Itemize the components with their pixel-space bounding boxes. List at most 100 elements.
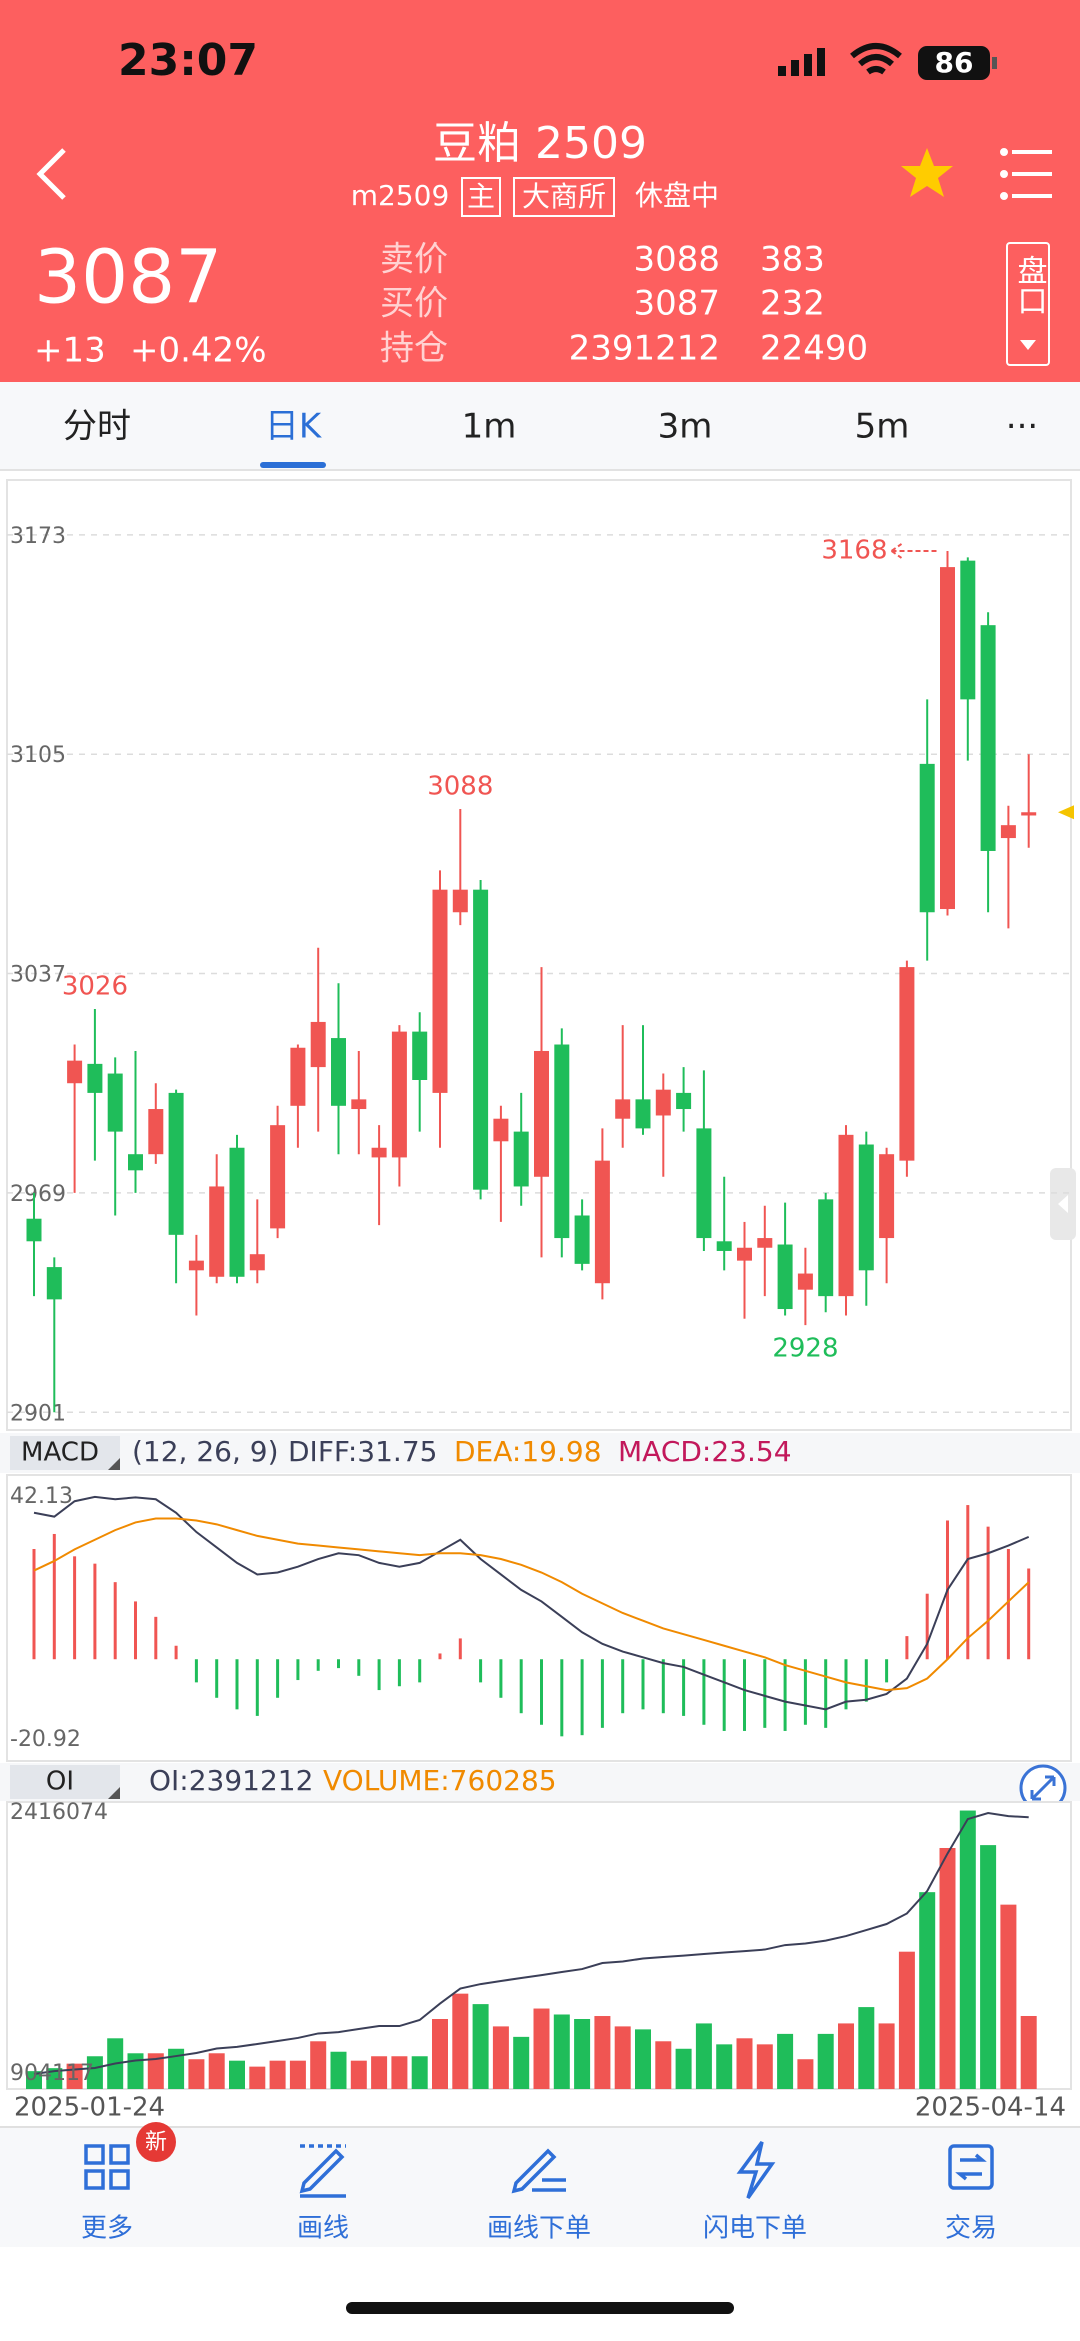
volume-bar (817, 2033, 834, 2089)
tag: 大商所 (522, 180, 606, 213)
macd-bar (337, 1659, 340, 1669)
macd-bar (925, 1593, 929, 1660)
candle-body (107, 1073, 123, 1132)
candle-body (452, 889, 468, 913)
battery (918, 46, 990, 80)
nav-label[interactable]: 画线 (297, 2214, 349, 2244)
nav-label[interactable]: 交易 (945, 2214, 997, 2244)
nav-label[interactable]: 闪电下单 (703, 2214, 807, 2244)
candle-body (270, 1125, 286, 1229)
battery-tip (992, 57, 997, 69)
macd-bar (702, 1659, 706, 1725)
quote-table: 卖价 3088 383 买价 3087 232 持仓 2391212 22490 (380, 240, 868, 369)
side-handle-arrow (1058, 1195, 1068, 1213)
candle-body (290, 1047, 306, 1106)
nav-label[interactable]: 画线下单 (487, 2214, 591, 2244)
contract-code: m2509 (351, 179, 450, 212)
macd-bar (864, 1659, 868, 1702)
tab[interactable]: 1m (462, 407, 517, 447)
nav-icon[interactable] (511, 2148, 566, 2194)
legend-entry: DIFF:31.75 (288, 1435, 437, 1468)
tab-indicator (260, 462, 326, 468)
nav-icon[interactable] (736, 2140, 776, 2200)
last-price: 3087 (34, 235, 222, 321)
title: 豆粕 2509 (433, 118, 647, 169)
x-tick-label: 2025-01-24 (14, 2093, 165, 2123)
candle-body (46, 1267, 62, 1300)
quote-label: 卖价 (380, 240, 448, 280)
volume-bar (168, 2048, 185, 2089)
extreme-pointer (890, 543, 940, 559)
nav-icon[interactable] (84, 2144, 130, 2190)
tab[interactable]: 分时 (63, 407, 131, 447)
candle-body (594, 1160, 610, 1284)
macd-bar (540, 1659, 543, 1725)
macd-bar (458, 1638, 462, 1660)
menu-icon[interactable] (1000, 148, 1052, 200)
legend-entry: OI:2391212 (149, 1764, 313, 1797)
nav-icon[interactable] (948, 2144, 994, 2190)
macd-bar (803, 1659, 807, 1725)
last-price-marker (1058, 805, 1074, 820)
macd-bar (560, 1659, 564, 1737)
candle-body (940, 567, 955, 910)
quote-volume: 232 (760, 284, 825, 324)
candle-body (67, 1060, 83, 1084)
macd-bar (194, 1659, 198, 1683)
candle-body (1000, 825, 1016, 839)
macd-bar (397, 1659, 401, 1687)
macd-bar (32, 1549, 36, 1660)
macd-bar (986, 1526, 990, 1660)
back-button[interactable] (36, 148, 66, 200)
oi-line (33, 1811, 1029, 2075)
macd-bar (682, 1659, 686, 1716)
candle-body (391, 1031, 407, 1158)
y-tick-label: 42.13 (10, 1484, 73, 1509)
side-button-label[interactable]: 盘口 (1012, 255, 1047, 315)
candle-body (87, 1063, 103, 1093)
candle-body (371, 1147, 387, 1158)
tab[interactable]: 日K (265, 407, 323, 447)
volume-bar (289, 2060, 306, 2089)
side-button[interactable] (1006, 242, 1050, 366)
macd-badge[interactable] (10, 1436, 120, 1470)
candle-body (737, 1247, 752, 1261)
oi-badge[interactable] (10, 1765, 120, 1799)
tab[interactable]: 5m (855, 407, 910, 447)
volume-bar (716, 2044, 733, 2089)
battery-level: 86 (935, 46, 974, 79)
tab[interactable]: ··· (1006, 407, 1038, 447)
macd-bar (418, 1659, 422, 1683)
candle-body (513, 1131, 529, 1187)
change-percent: +0.42% (130, 331, 267, 371)
volume-bar (310, 2041, 327, 2089)
tag-box (461, 177, 501, 217)
tab-bar (0, 382, 1080, 470)
legend-entry: VOLUME:760285 (323, 1764, 557, 1797)
volume-bar (614, 2026, 631, 2089)
candle-body (229, 1147, 245, 1277)
y-tick-label: 904117 (10, 2061, 94, 2086)
quote-label: 持仓 (380, 329, 448, 369)
candle-body (188, 1260, 204, 1271)
volume-bar (939, 1847, 956, 2089)
volume-bar (675, 2048, 692, 2089)
candle-body (26, 1218, 42, 1242)
candle-body (310, 1021, 326, 1068)
tab[interactable]: 3m (658, 407, 713, 447)
volume-bar (492, 2026, 509, 2089)
quote-price: 3088 (633, 240, 720, 280)
volume-bar (736, 2038, 753, 2089)
nav-icons (84, 2140, 994, 2200)
macd-bar (600, 1659, 604, 1728)
nav-label[interactable]: 更多 (81, 2214, 133, 2244)
nav-icon[interactable] (299, 2144, 346, 2198)
macd-bar (235, 1659, 239, 1710)
market-status: 休盘中 (635, 179, 719, 212)
volume-bar (1000, 1904, 1017, 2089)
favorite-star[interactable] (901, 148, 953, 197)
candle-body (676, 1092, 692, 1110)
volume-bar (330, 2051, 347, 2089)
candle-body (249, 1254, 265, 1271)
